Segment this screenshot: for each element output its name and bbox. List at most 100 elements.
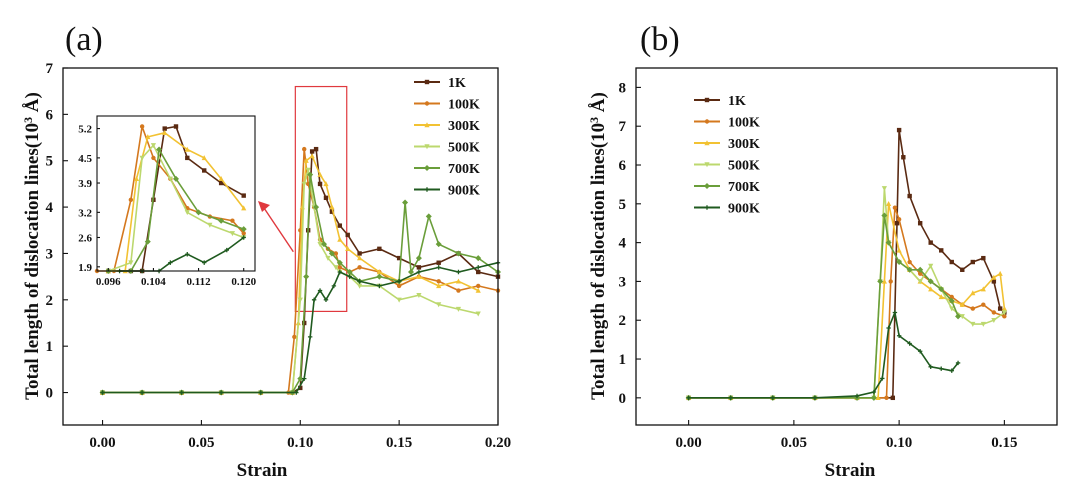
inset-point-900K xyxy=(168,260,173,265)
panel-a-point-300K xyxy=(455,278,462,284)
panel-b-y-tick-label: 8 xyxy=(619,80,627,96)
inset-point-1K xyxy=(202,168,207,173)
inset-point-100K xyxy=(241,231,246,236)
panel-a-y-tick-label: 0 xyxy=(46,386,54,402)
panel-a-point-100K xyxy=(456,288,461,293)
panel-b-point-900K xyxy=(892,310,898,315)
panel-b-point-300K xyxy=(875,395,881,401)
inset-x-tick-label: 0.096 xyxy=(96,276,121,288)
panel-a-x-tick-label: 0.10 xyxy=(287,435,313,451)
panel-a-point-500K xyxy=(416,292,422,298)
inset-point-300K xyxy=(218,176,224,182)
panel-b-point-1K xyxy=(894,221,900,226)
panel-b-point-900K xyxy=(928,364,933,369)
panel-b-point-1K xyxy=(890,395,896,401)
panel-b-x-axis-title: Strain xyxy=(825,460,876,481)
panel-b-point-700K xyxy=(955,313,962,320)
panel-a-point-1K xyxy=(298,385,303,391)
panel-a-y-tick-label: 4 xyxy=(46,200,54,216)
panel-b-point-100K xyxy=(888,279,893,284)
inset-y-tick-label: 1.9 xyxy=(78,262,92,274)
inset-point-1K xyxy=(218,180,224,186)
panel-a-point-100K xyxy=(436,279,441,284)
panel-b-legend-label-500K: 500K xyxy=(728,159,760,174)
inset-y-tick-label: 5.2 xyxy=(78,124,92,136)
inset-point-500K xyxy=(150,143,157,149)
panel-b-point-500K xyxy=(917,279,923,285)
panel-a-y-tick-label: 3 xyxy=(46,246,54,262)
panel-b-point-700K xyxy=(881,212,888,219)
panel-a-point-1K xyxy=(309,149,315,154)
panel-a-point-100K xyxy=(396,283,402,289)
panel-b-point-900K xyxy=(907,341,912,346)
panel-b-point-700K xyxy=(938,286,945,293)
panel-b-x-tick-label: 0.00 xyxy=(676,435,702,451)
panel-a-series-line-900K xyxy=(102,261,499,394)
panel-b-point-500K xyxy=(881,186,887,192)
panel-b-series-line-900K xyxy=(688,309,959,399)
panel-b-x-tick-label: 0.15 xyxy=(991,435,1017,451)
panel-a-point-900K xyxy=(311,297,317,303)
panel-b-point-1K xyxy=(907,193,912,199)
panel-a-legend-label-500K: 500K xyxy=(448,141,480,156)
inset-point-700K xyxy=(173,175,179,182)
panel-b-legend-label-300K: 300K xyxy=(728,137,760,152)
panel-b-point-900K xyxy=(955,360,961,366)
panel-a-point-300K xyxy=(303,157,309,163)
inset-background xyxy=(97,116,255,271)
panel-a-highlight-box xyxy=(294,85,348,313)
panel-b-point-300K xyxy=(886,201,892,207)
panel-b-y-tick-label: 4 xyxy=(619,236,627,252)
inset-point-500K xyxy=(184,210,190,216)
panel-b-point-100K xyxy=(892,205,898,210)
panel-a-legend-marker-700K xyxy=(424,165,430,171)
inset-point-100K xyxy=(230,218,235,223)
inset-point-300K xyxy=(133,176,140,182)
panel-a-point-300K xyxy=(475,287,481,293)
panel-a-point-900K xyxy=(323,297,329,303)
panel-b-point-300K xyxy=(928,286,934,292)
panel-b-point-900K xyxy=(896,333,902,338)
panel-b-point-900K xyxy=(812,395,818,401)
inset-y-tick-label: 3.9 xyxy=(78,178,92,190)
panel-b-point-300K xyxy=(991,274,997,280)
highlight-rectangle xyxy=(294,85,348,313)
panel-b-point-900K xyxy=(939,366,944,371)
panel-a-point-700K xyxy=(402,199,409,206)
panel-a-point-700K xyxy=(435,241,442,248)
panel-a-point-300K xyxy=(436,283,442,289)
inset-point-300K xyxy=(201,155,207,161)
panel-a-y-tick-label: 6 xyxy=(46,107,54,123)
panel-a-legend-label-700K: 700K xyxy=(448,162,480,177)
panel-b-point-900K xyxy=(728,395,733,401)
panel-b: (b) Strain Total length of dislocation l… xyxy=(587,21,1058,481)
panel-a-legend-marker-1K xyxy=(424,79,430,85)
inset-y-tick-label: 3.2 xyxy=(78,207,92,219)
inset-point-300K xyxy=(162,129,168,135)
panel-b-point-100K xyxy=(949,294,954,300)
panel-b-point-1K xyxy=(896,127,902,133)
panel-a-point-900K xyxy=(100,390,105,395)
panel-a-y-tick-label: 2 xyxy=(46,293,54,309)
panel-a-legend-marker-500K xyxy=(424,144,430,150)
panel-a-point-900K xyxy=(331,283,337,289)
panel-a-point-900K xyxy=(307,334,313,340)
panel-a: (a) Strain Total length of dislocation l… xyxy=(21,21,511,481)
panel-a-point-700K xyxy=(321,241,327,248)
panel-b-point-500K xyxy=(928,263,934,269)
panel-a-point-900K xyxy=(476,265,481,270)
panel-b-point-1K xyxy=(928,240,933,245)
panel-a-point-700K xyxy=(475,255,482,262)
panel-a-point-1K xyxy=(396,255,402,261)
panel-b-plot-frame xyxy=(635,67,1058,426)
panel-a-point-700K xyxy=(328,250,335,257)
panel-a-point-500K xyxy=(317,241,323,247)
panel-b-point-300K xyxy=(1001,305,1007,311)
panel-a-x-tick-label: 0.00 xyxy=(89,435,115,451)
panel-a-point-500K xyxy=(455,306,462,312)
inset-point-1K xyxy=(241,193,246,198)
panel-b-point-100K xyxy=(1002,314,1007,319)
panel-a-point-900K xyxy=(436,265,441,270)
panel-b-point-300K xyxy=(938,294,944,300)
